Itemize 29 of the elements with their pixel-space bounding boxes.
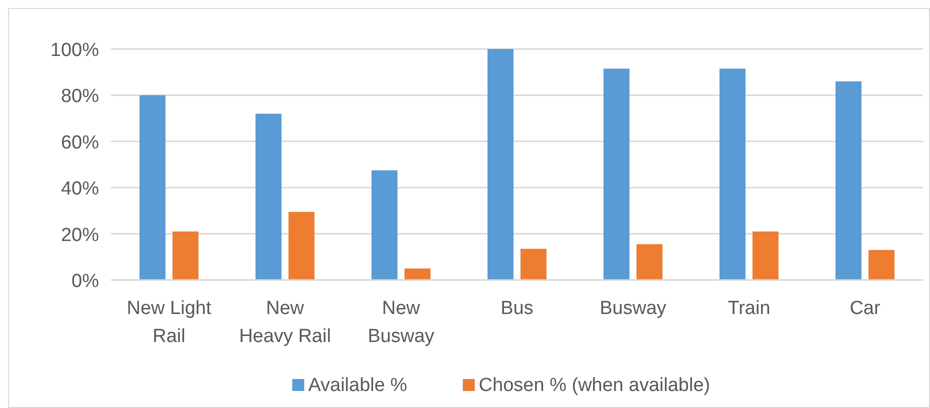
y-tick-label: 40% bbox=[60, 178, 100, 200]
x-tick-label: New Busway bbox=[368, 298, 435, 347]
x-tick-label: Busway bbox=[600, 298, 667, 319]
x-tick-label: Train bbox=[728, 298, 770, 319]
legend-label: Available % bbox=[308, 375, 408, 396]
x-tick-label: New Light Rail bbox=[126, 298, 212, 347]
legend-label: Chosen % (when available) bbox=[478, 375, 710, 396]
bar bbox=[636, 244, 662, 280]
bar bbox=[288, 212, 314, 280]
bar bbox=[488, 49, 514, 280]
x-tick-label: Car bbox=[850, 298, 881, 319]
y-tick-label: 100% bbox=[50, 40, 100, 61]
bar bbox=[172, 231, 198, 280]
y-tick-label: 0% bbox=[72, 271, 100, 292]
y-tick-label: 80% bbox=[60, 86, 100, 108]
x-tick-label: New Heavy Rail bbox=[239, 298, 331, 347]
bar bbox=[720, 68, 746, 280]
y-tick-label: 20% bbox=[60, 224, 100, 246]
bar bbox=[836, 81, 862, 280]
bar bbox=[752, 231, 778, 280]
y-tick-label: 60% bbox=[60, 132, 100, 154]
bar bbox=[604, 68, 630, 280]
bar bbox=[140, 95, 166, 280]
bar bbox=[868, 250, 894, 280]
bar bbox=[372, 170, 398, 280]
bar bbox=[404, 268, 430, 280]
bar bbox=[520, 248, 546, 280]
x-tick-label: Bus bbox=[500, 298, 534, 319]
bar bbox=[256, 114, 282, 280]
